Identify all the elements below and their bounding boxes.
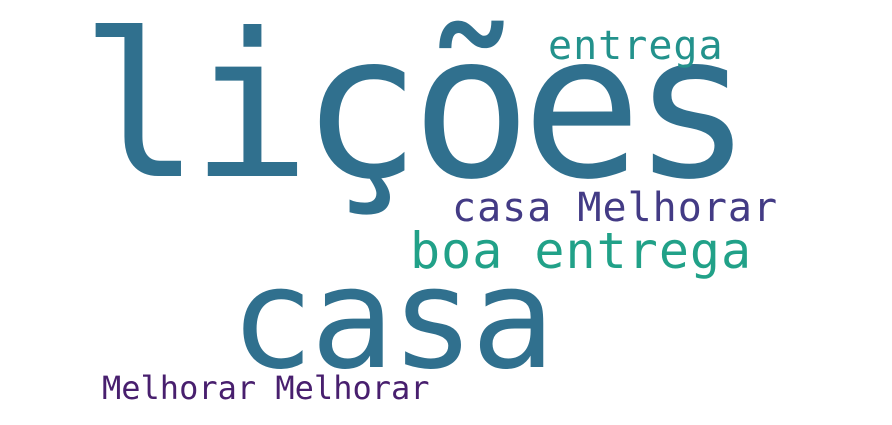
word-casa: casa: [230, 238, 555, 401]
word-casa-melhorar: casa Melhorar: [452, 185, 779, 231]
word-melhorar-melhorar: Melhorar Melhorar: [102, 369, 430, 407]
word-boa-entrega: boa entrega: [410, 222, 753, 280]
word-entrega: entrega: [548, 23, 724, 69]
word-licoes: lições: [80, 0, 752, 224]
